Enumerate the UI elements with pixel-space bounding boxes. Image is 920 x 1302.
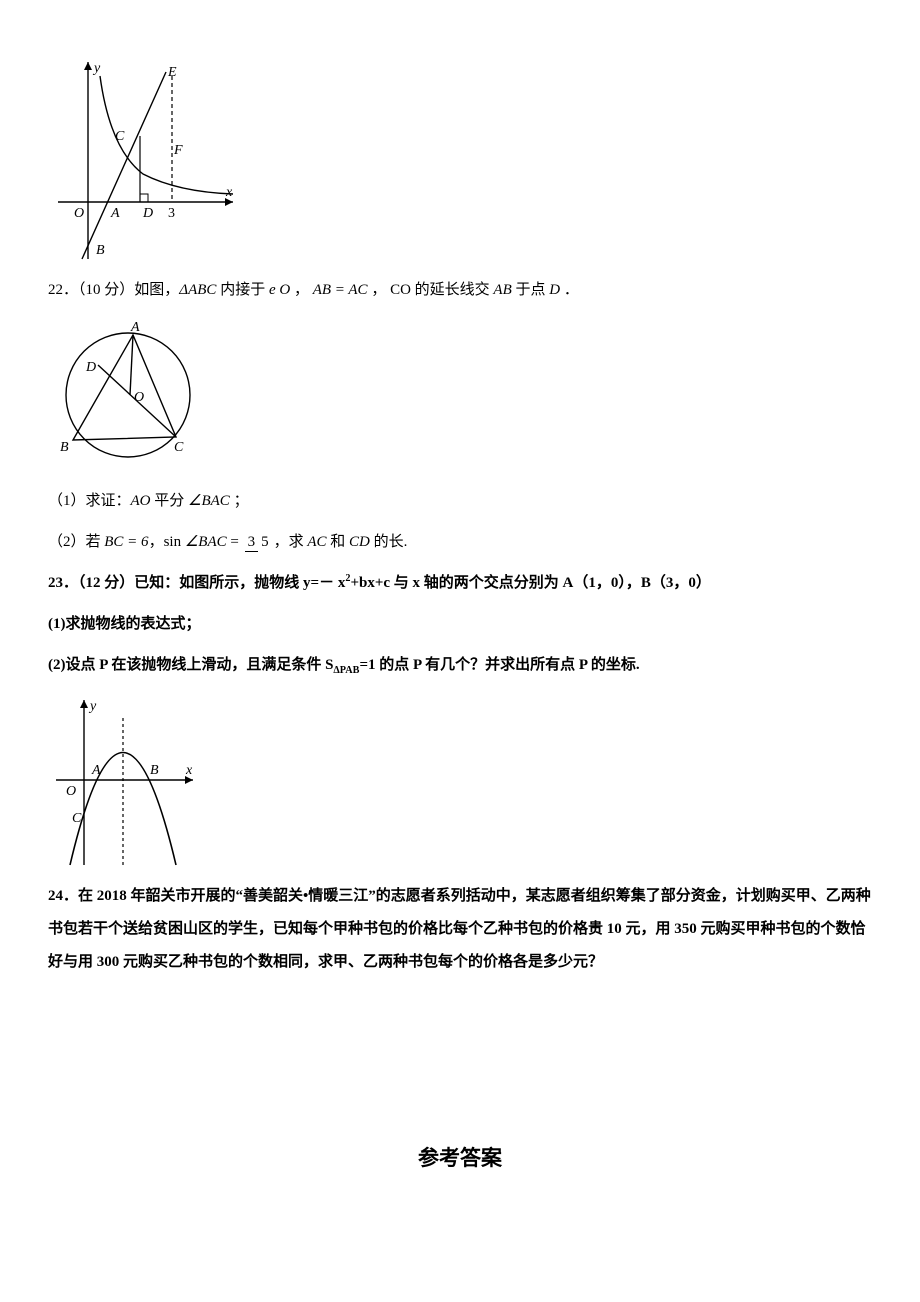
p23-fig-x: x [185,763,193,778]
p23-fig-y: y [88,699,97,714]
p22-eq: AB = AC [313,282,368,298]
label-D: D [142,206,153,221]
p22-2-CD: CD [349,534,370,550]
p23-2a: (2)设点 P 在该抛物线上滑动，且满足条件 S [48,657,333,673]
p22-2-and: 和 [327,534,350,550]
p22-b: 内接于 [216,282,269,298]
figure-22-svg: A B C O D [48,315,208,475]
p22-f: ． [560,282,579,298]
label-F: F [173,143,183,158]
label-y: y [92,61,101,76]
label-C: C [115,129,125,144]
p23-neg: － [319,575,334,591]
p22-2-eq: = [227,534,243,550]
p23-fig-A: A [91,763,101,778]
p22-2-label: （2）若 [48,534,104,550]
p22-1-angle: ∠BAC [188,493,230,509]
problem-23-part1: (1)求抛物线的表达式； [48,608,872,641]
p22-2-rb: 的长. [370,534,408,550]
p22-fig-B: B [60,440,69,455]
label-O: O [74,206,84,221]
p23-a: 已知：如图所示，抛物线 y= [134,575,319,591]
p22-2-bc: BC = 6 [104,534,148,550]
problem-22: 22．（10 分）如图，ΔABC 内接于 e O ， AB = AC ， CO … [48,274,872,307]
p22-eO: e O [269,282,290,298]
p22-1-AO: AO [131,493,151,509]
p22-2-sep: ， [149,534,164,550]
p22-a: 如图， [134,282,179,298]
p22-2-ra: ，求 [274,534,308,550]
p22-2-sin: sin [164,534,185,550]
p22-AB: AB [493,282,511,298]
problem-22-part1: （1）求证：AO 平分 ∠BAC ； [48,485,872,518]
p22-1-label: （1）求证： [48,493,131,509]
figure-23-svg: O A B C x y [48,690,198,870]
problem-23-part2: (2)设点 P 在该抛物线上滑动，且满足条件 SΔPAB=1 的点 P 有几个？… [48,649,872,682]
p23-b: x [334,575,345,591]
figure-21-svg: O A D 3 C F E B x y [48,54,238,264]
figure-23: O A B C x y [48,690,872,870]
problem-22-part2: （2）若 BC = 6，sin ∠BAC = 35，求 AC 和 CD 的长. [48,526,872,559]
p22-number: 22． [48,282,78,298]
answers-heading: 参考答案 [48,1139,872,1179]
p23-2b: =1 的点 P 有几个？并求出所有点 P 的坐标. [359,657,639,673]
p23-number: 23． [48,575,78,591]
p22-1-t2: 平分 [151,493,189,509]
p22-Dpt: D [549,282,560,298]
figure-21: O A D 3 C F E B x y [48,54,872,264]
p23-points: （12 分） [78,575,134,591]
label-x: x [225,185,233,200]
p22-tri: ΔABC [179,282,216,298]
p23-fig-O: O [66,784,76,799]
p24-number: 24． [48,888,78,904]
figure-22: A B C O D [48,315,872,475]
label-E: E [167,65,177,80]
p22-points: （10 分） [78,282,134,298]
p22-1-end: ； [230,493,249,509]
p22-2-angle: ∠BAC [185,534,227,550]
p23-fig-C: C [72,811,82,826]
p22-fig-C: C [174,440,184,455]
p22-fig-D: D [85,360,96,375]
p23-fig-B: B [150,763,159,778]
p22-fig-O: O [134,390,144,405]
p22-c: ， [290,282,313,298]
p22-2-num: 3 [245,534,259,552]
p22-2-frac: 35 [243,535,274,550]
problem-24: 24．在 2018 年韶关市开展的“善美韶关•情暖三江”的志愿者系列括动中，某志… [48,880,872,979]
p24-text: 在 2018 年韶关市开展的“善美韶关•情暖三江”的志愿者系列括动中，某志愿者组… [48,888,871,970]
p22-fig-A: A [130,320,140,335]
label-B: B [96,243,105,258]
p22-e: 于点 [512,282,550,298]
p22-d: ， CO 的延长线交 [368,282,494,298]
label-3: 3 [168,206,175,221]
p22-2-AC: AC [307,534,326,550]
problem-23: 23．（12 分）已知：如图所示，抛物线 y=－ x2+bx+c 与 x 轴的两… [48,567,872,600]
p23-2sub: ΔPAB [333,665,359,676]
p23-c: +bx+c 与 x 轴的两个交点分别为 A（1，0），B（3，0） [350,575,710,591]
label-A: A [110,206,120,221]
p22-2-den: 5 [258,533,272,550]
p23-1: (1)求抛物线的表达式； [48,616,201,632]
